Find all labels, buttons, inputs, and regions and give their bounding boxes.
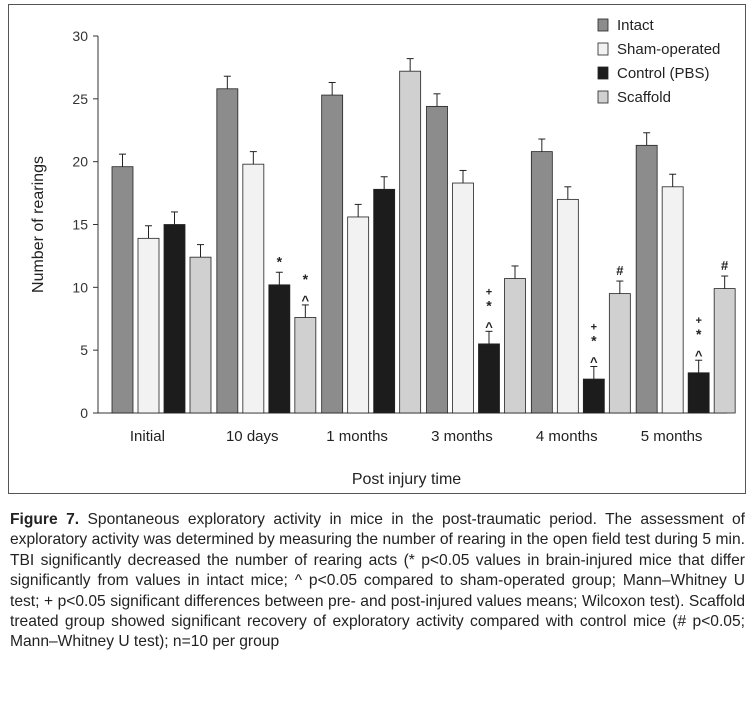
bar-scaffold [399,70,422,414]
y-tick-label: 0 [80,405,88,421]
bar-intact [635,144,658,414]
y-tick-label: 20 [72,154,88,170]
figure-caption: Figure 7. Spontaneous exploratory activi… [10,510,745,653]
legend-label: Control (PBS) [617,65,710,82]
x-tick-label: 5 months [641,428,703,445]
legend-swatch [597,90,609,104]
significance-mark: ^ [302,293,310,308]
significance-mark: * [303,271,309,287]
x-tick-label: 4 months [536,428,598,445]
bar-control-pbs [687,372,710,414]
bar-scaffold [189,256,212,414]
significance-mark: * [591,333,597,349]
bar-intact [111,166,134,414]
legend-label: Sham-operated [617,41,720,58]
bar-control-pbs [478,343,500,414]
significance-mark: # [616,263,624,278]
legend-swatch [597,42,609,56]
x-tick-label: 1 months [326,428,388,445]
bar-control-pbs [268,284,291,414]
legend-swatch [597,66,609,80]
bar-intact [426,105,448,414]
bar-scaffold [713,288,736,414]
x-tick-label: 10 days [226,428,279,445]
bar-sham-operated [661,186,684,414]
x-tick-label: Initial [130,428,165,445]
bar-intact [321,94,344,414]
figure-caption-text: Spontaneous exploratory activity in mice… [10,511,745,651]
legend-label: Intact [617,17,655,34]
bar-control-pbs [582,378,605,414]
bar-scaffold [294,317,317,414]
significance-mark: * [277,253,283,269]
significance-mark: + [486,286,492,298]
significance-mark: ^ [590,355,598,370]
legend-swatch [597,18,609,32]
significance-mark: * [486,297,492,313]
bar-scaffold [504,278,526,414]
y-tick-label: 25 [72,91,88,107]
bar-scaffold [608,293,631,414]
x-axis-title: Post injury time [352,471,461,488]
significance-mark: + [591,322,597,334]
bar-sham-operated [137,237,160,414]
significance-mark: + [695,315,701,327]
y-tick-label: 15 [72,217,88,233]
bar-sham-operated [452,182,474,414]
significance-mark: # [721,258,729,273]
bar-control-pbs [163,224,186,414]
significance-mark: * [696,326,702,342]
figure-label: Figure 7. [10,511,80,528]
bar-sham-operated [347,216,370,414]
bar-chart: 0 5 10 15 20 25 30 Number of rearings Post injur… [30,17,736,488]
bar-sham-operated [242,163,265,414]
bar-control-pbs [373,188,396,414]
significance-mark: ^ [695,348,703,363]
chart-frame: 0 5 10 15 20 25 30 Number of rearings Post injur… [8,4,746,494]
bar-sham-operated [556,198,579,414]
y-tick-label: 10 [72,279,88,295]
y-tick-label: 5 [80,342,88,358]
bar-intact [216,88,239,414]
significance-mark: ^ [485,319,493,334]
y-axis-title: Number of rearings [30,156,47,293]
bar-intact [530,151,553,414]
x-tick-label: 3 months [431,428,493,445]
legend-label: Scaffold [617,89,671,106]
y-tick-label: 30 [72,28,88,44]
